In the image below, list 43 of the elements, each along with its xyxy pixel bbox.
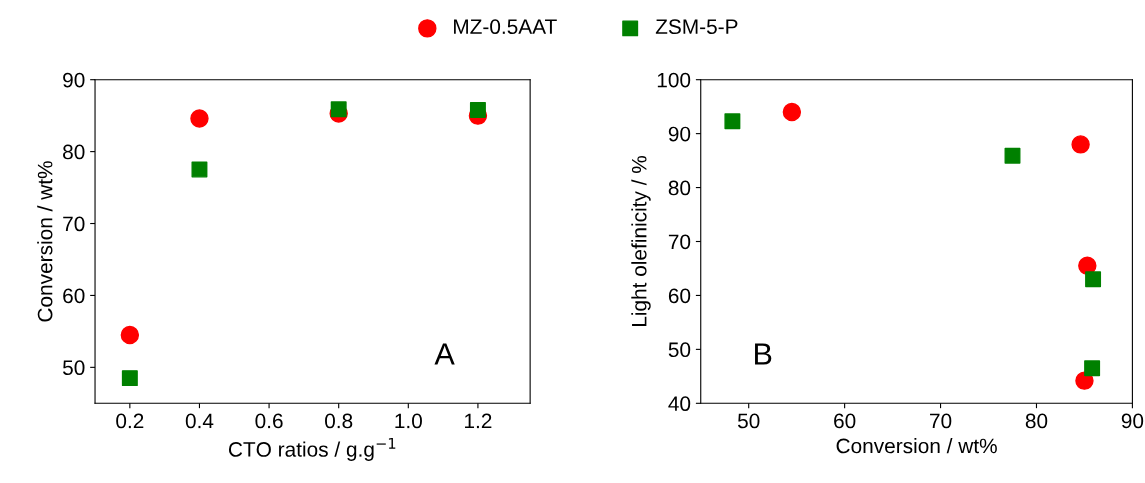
legend-label: ZSM-5-P xyxy=(655,19,738,35)
y-tick-label: 60 xyxy=(63,288,85,304)
x-tick-label: 50 xyxy=(737,413,760,429)
point xyxy=(121,370,138,387)
y-tick-label: 90 xyxy=(63,72,85,88)
point xyxy=(1004,147,1021,164)
x-tick-label: 1.0 xyxy=(395,413,422,429)
annotation: B xyxy=(755,343,772,365)
x-tick-label: 90 xyxy=(1121,413,1144,429)
y-tick-label: 40 xyxy=(668,396,691,412)
point xyxy=(190,109,209,128)
y-axis-title: Light olefinicity / % xyxy=(631,155,651,327)
x-axis-title: Conversion / wt% xyxy=(836,438,997,454)
x-tick-label: 70 xyxy=(930,413,952,429)
x-tick-label: 80 xyxy=(1025,413,1048,429)
legend-label: MZ-0.5AAT xyxy=(454,19,557,35)
point xyxy=(1085,271,1102,288)
y-tick-label: 50 xyxy=(668,342,691,358)
annotation: A xyxy=(434,343,455,365)
y-tick-label: 70 xyxy=(668,234,691,250)
y-tick-label: 70 xyxy=(63,216,85,232)
y-tick-label: 100 xyxy=(657,72,691,88)
x-tick-label: 0.8 xyxy=(325,413,353,429)
y-axis-title: Conversion / wt% xyxy=(37,161,53,322)
y-tick-label: 90 xyxy=(668,126,691,142)
point xyxy=(1071,135,1090,154)
point xyxy=(120,325,140,345)
point xyxy=(1084,360,1101,377)
x-axis-title: CTO ratios / g.g$^{−1}$ xyxy=(228,438,396,461)
x-tick-label: 0.4 xyxy=(185,413,214,429)
y-tick-label: 50 xyxy=(62,360,85,376)
y-tick-label: 80 xyxy=(63,144,85,160)
point xyxy=(330,101,347,118)
y-tick-label: 60 xyxy=(668,288,691,304)
point xyxy=(469,101,486,118)
point xyxy=(782,102,802,122)
x-tick-label: 0.2 xyxy=(116,413,144,429)
x-tick-label: 0.6 xyxy=(255,413,283,429)
point xyxy=(724,113,741,130)
x-tick-label: 1.2 xyxy=(465,413,492,429)
point xyxy=(191,161,208,178)
y-tick-label: 80 xyxy=(668,180,691,196)
x-tick-label: 60 xyxy=(834,413,856,429)
